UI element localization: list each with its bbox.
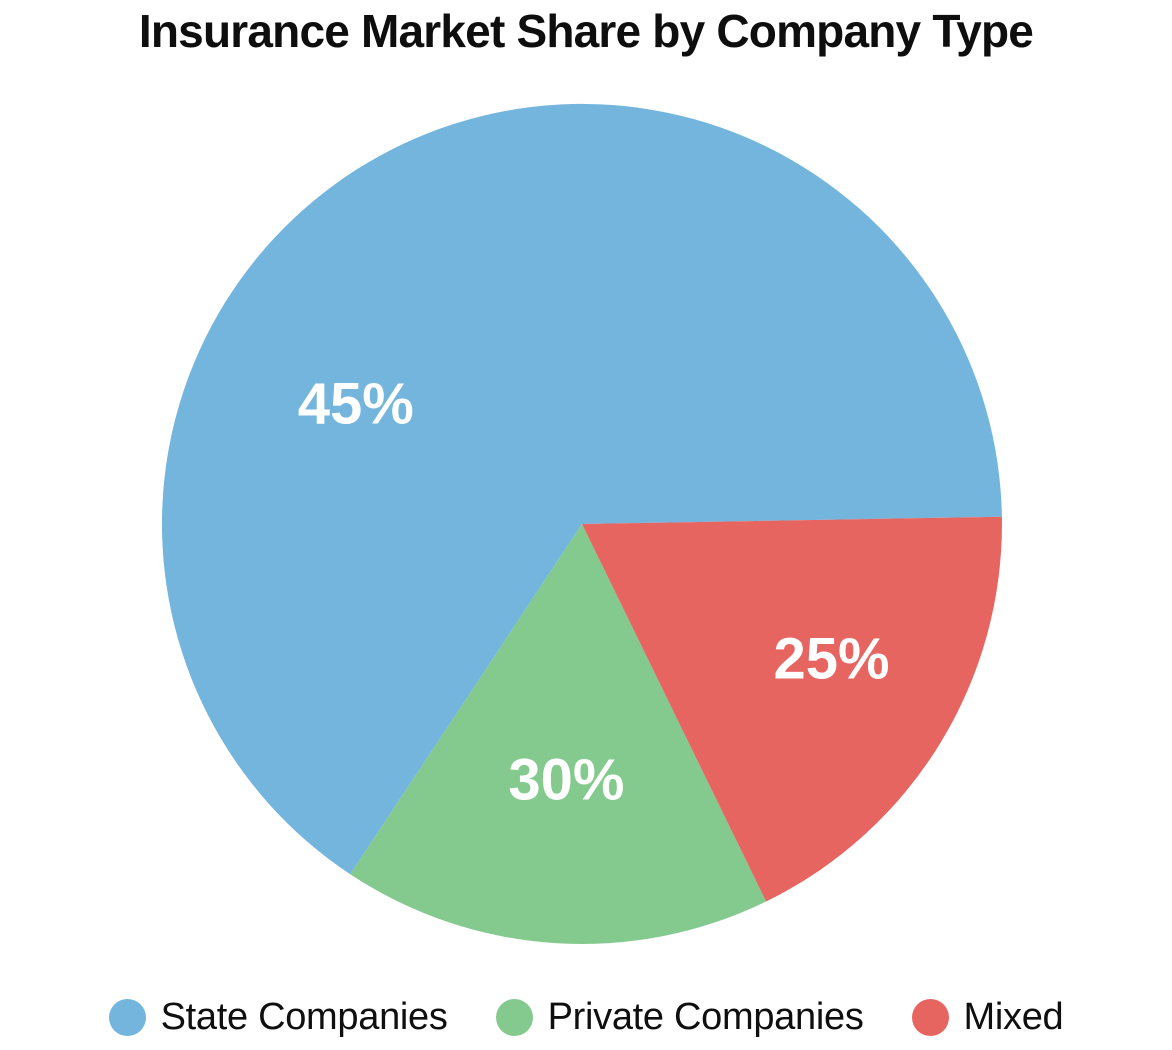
pie-percent-label-mixed: 25% (774, 626, 890, 691)
legend-item-mixed: Mixed (911, 996, 1064, 1039)
legend-item-private-companies: Private Companies (495, 996, 864, 1039)
legend-swatch-state-companies-icon (108, 999, 146, 1036)
pie-percent-label-state-companies: 45% (298, 372, 414, 437)
legend-swatch-mixed-icon (911, 999, 949, 1036)
legend: State Companies Private Companies Mixed (0, 996, 1172, 1039)
pie-slice-private-companies (350, 524, 767, 944)
pie-slice-state-companies (161, 103, 1002, 875)
legend-item-state-companies: State Companies (108, 996, 448, 1039)
legend-label-state-companies: State Companies (160, 996, 448, 1038)
pie-slice-mixed (582, 516, 1002, 902)
pie-percent-label-private-companies: 30% (508, 748, 624, 813)
legend-label-private-companies: Private Companies (547, 996, 864, 1038)
legend-label-mixed: Mixed (963, 996, 1064, 1038)
chart-title: Insurance Market Share by Company Type (138, 5, 1034, 57)
legend-swatch-private-companies-icon (495, 999, 533, 1036)
